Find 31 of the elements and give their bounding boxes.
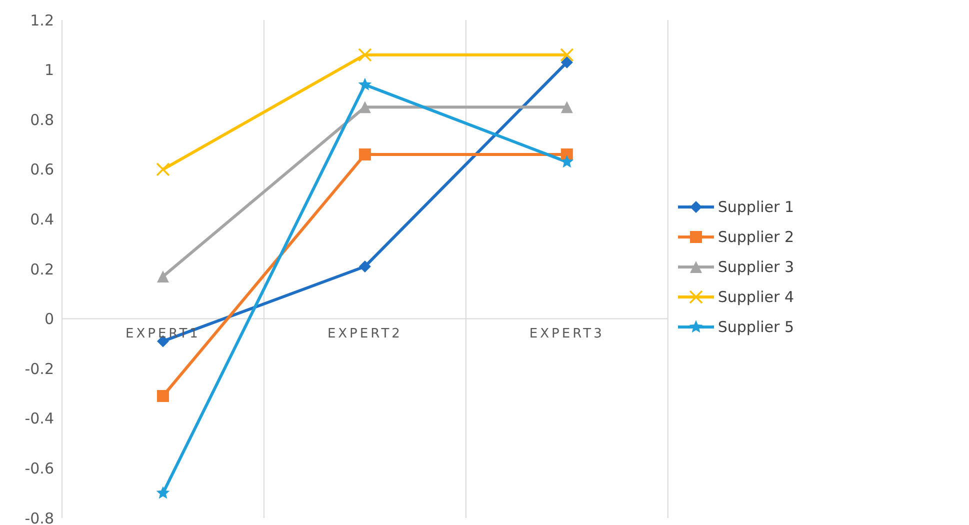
y-tick-label: 0.2 <box>30 260 54 278</box>
y-tick-label: -0.8 <box>24 509 54 525</box>
point <box>156 486 170 499</box>
x-tick-label: EXPERT2 <box>327 326 402 342</box>
point <box>156 390 169 402</box>
legend-label: Supplier 3 <box>716 258 794 276</box>
point <box>156 270 169 282</box>
x-tick-label: EXPERT3 <box>529 326 604 342</box>
point <box>560 48 574 62</box>
legend-label: Supplier 5 <box>716 318 794 336</box>
y-tick-label: 0.4 <box>30 210 54 229</box>
legend-label: Supplier 2 <box>716 228 794 246</box>
point <box>560 154 574 168</box>
point <box>358 101 371 114</box>
point <box>358 148 371 160</box>
y-tick-label: 0 <box>44 310 54 328</box>
y-tick-label: 0.6 <box>30 160 54 179</box>
y-tick-label: -0.6 <box>24 460 54 478</box>
point <box>156 162 170 176</box>
point <box>560 56 573 68</box>
point <box>560 101 573 114</box>
point <box>358 78 372 90</box>
legend-label: Supplier 1 <box>716 198 794 216</box>
y-tick-label: 1 <box>44 61 54 80</box>
point <box>358 260 371 273</box>
legend-label: Supplier 4 <box>716 288 794 306</box>
point <box>358 48 372 62</box>
y-tick-label: 0.8 <box>30 110 54 129</box>
y-tick-label: 1.2 <box>30 11 54 30</box>
y-tick-label: -0.2 <box>24 360 54 378</box>
y-tick-label: -0.4 <box>24 410 54 428</box>
